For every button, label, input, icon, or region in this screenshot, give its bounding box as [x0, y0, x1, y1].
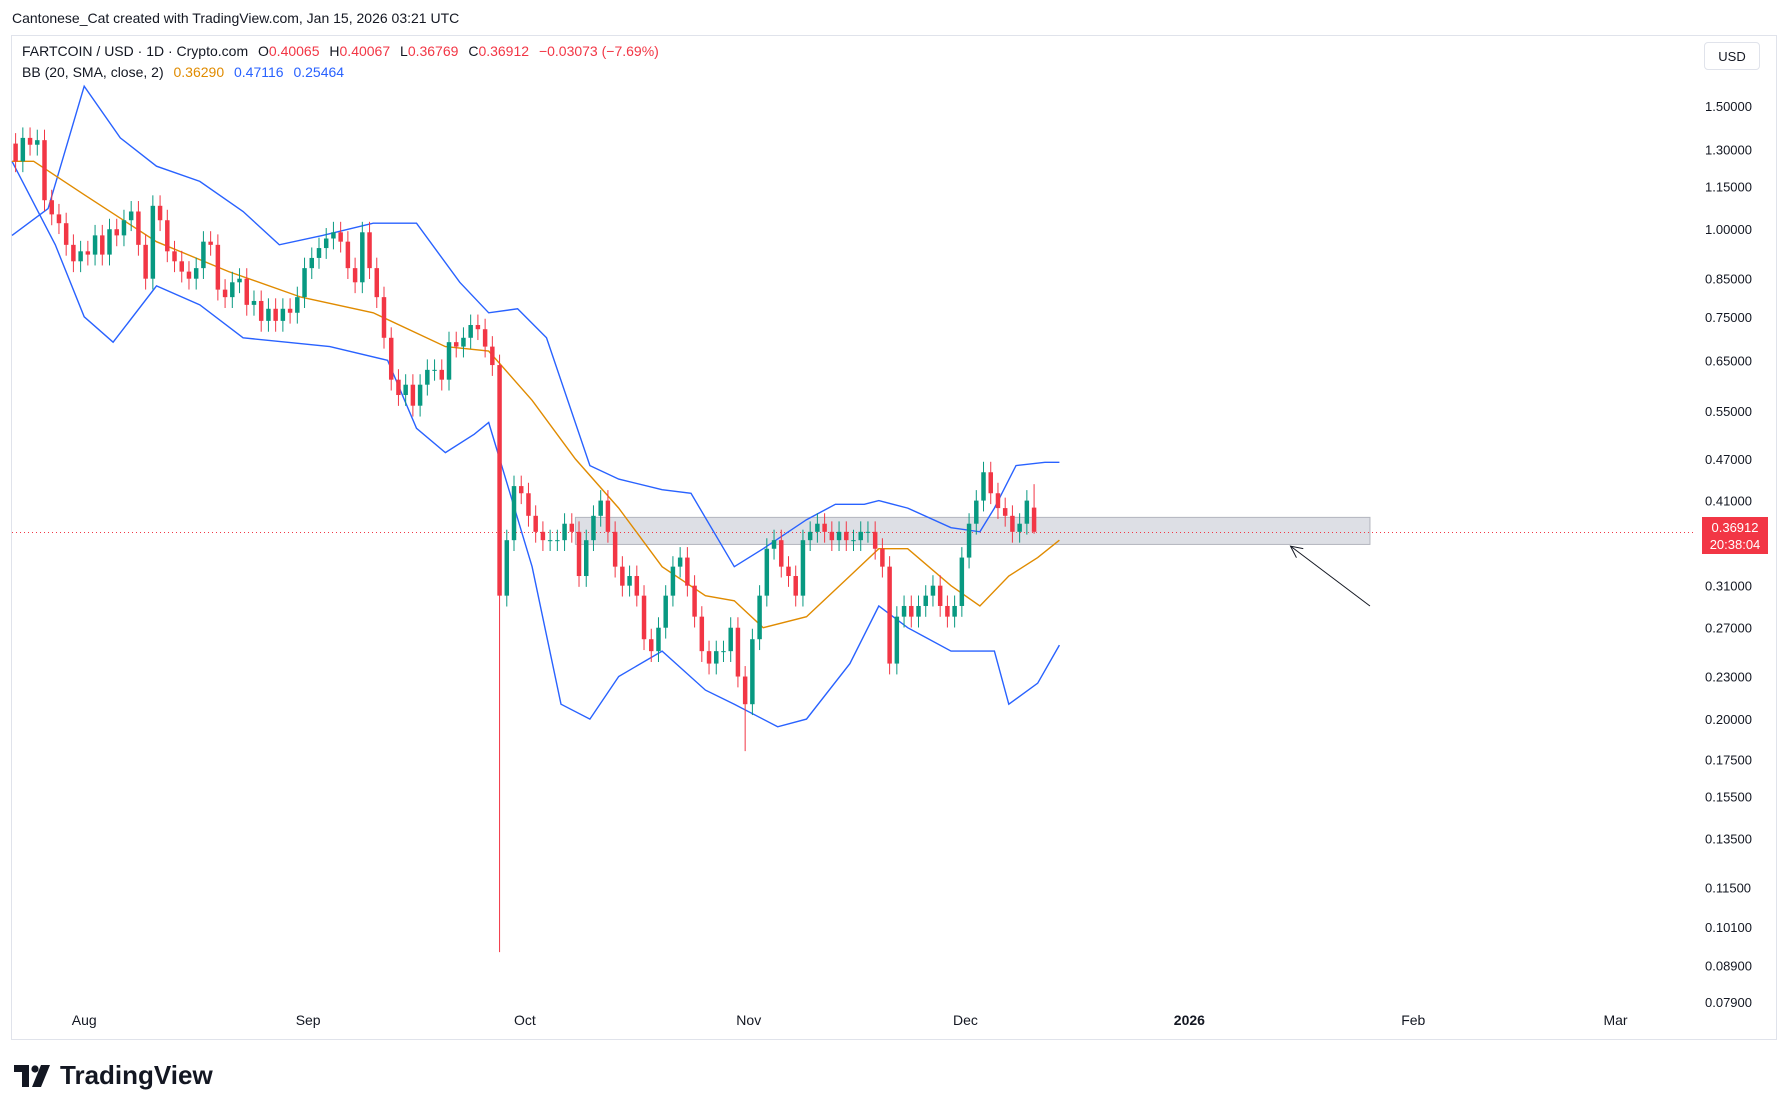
current-price-value: 0.36912	[1711, 520, 1759, 535]
tradingview-logo[interactable]: TradingView	[14, 1060, 213, 1091]
symbol-legend[interactable]: FARTCOIN / USD · 1D · Crypto.com O0.4006…	[22, 43, 665, 59]
ohlc-open: O0.40065	[258, 43, 320, 59]
bb-legend[interactable]: BB (20, SMA, close, 2) 0.36290 0.47116 0…	[22, 64, 350, 80]
bar-countdown: 20:38:04	[1709, 537, 1761, 552]
ohlc-high: H0.40067	[329, 43, 391, 59]
tradingview-logo-icon	[14, 1064, 50, 1087]
symbol-name[interactable]: FARTCOIN / USD · 1D · Crypto.com	[22, 43, 249, 59]
tradingview-logo-text: TradingView	[60, 1060, 213, 1090]
bb-upper-value: 0.47116	[234, 64, 284, 80]
chart-frame	[11, 35, 1777, 1040]
bb-lower-value: 0.25464	[293, 64, 345, 80]
current-price-badge: 0.36912 20:38:04	[1702, 517, 1768, 554]
ohlc-low: L0.36769	[400, 43, 459, 59]
ohlc-change: −0.03073 (−7.69%)	[538, 43, 659, 59]
ohlc-close: C0.36912	[468, 43, 530, 59]
currency-button[interactable]: USD	[1704, 42, 1760, 70]
bb-basis-value: 0.36290	[173, 64, 225, 80]
bb-label[interactable]: BB (20, SMA, close, 2)	[22, 64, 164, 80]
chart-credit: Cantonese_Cat created with TradingView.c…	[12, 10, 460, 26]
